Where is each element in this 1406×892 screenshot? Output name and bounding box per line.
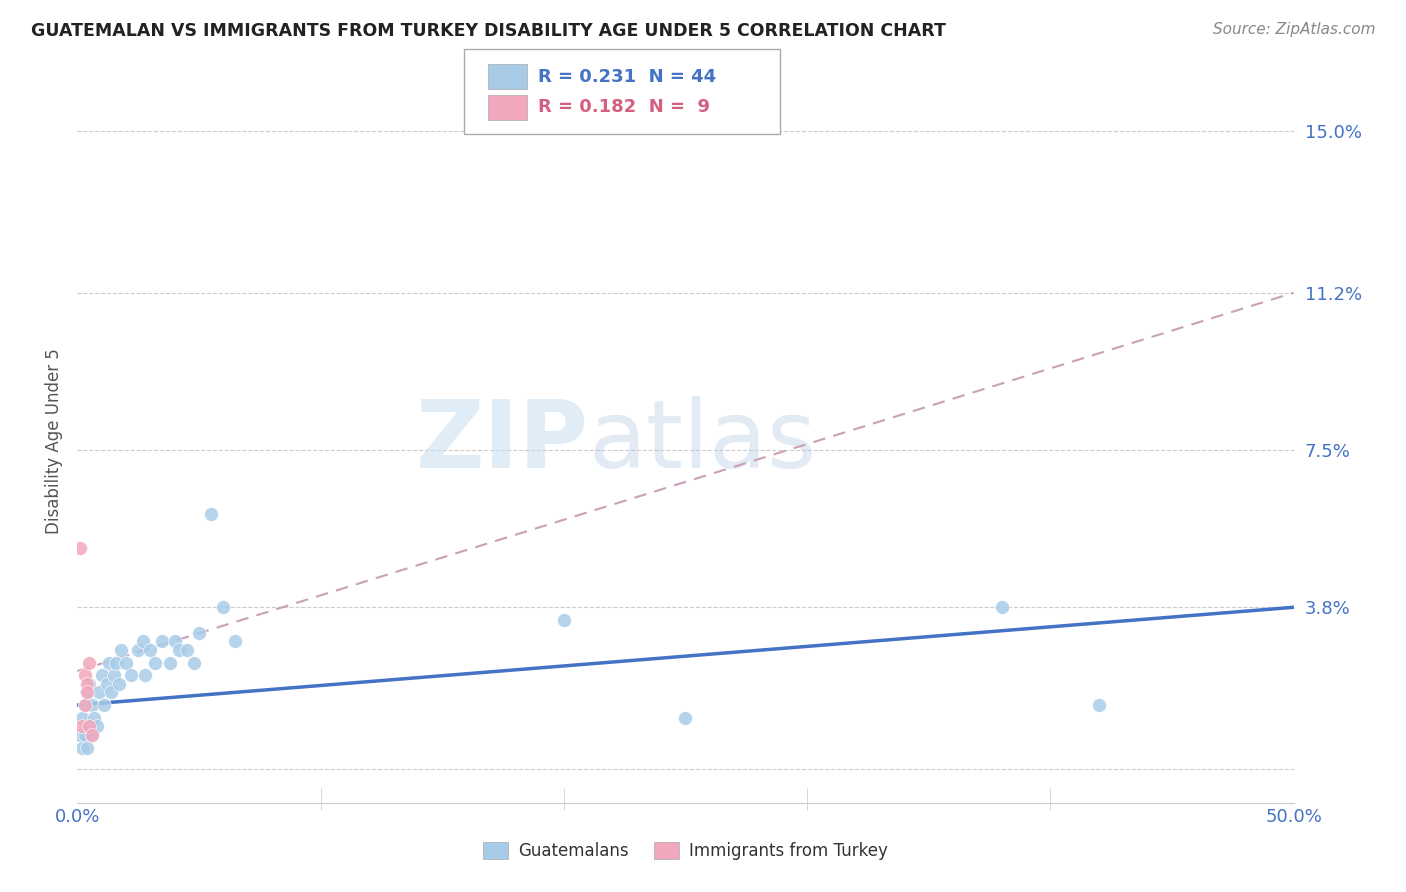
Point (79, 677, 101, 691)
Point (152, 634, 174, 648)
Text: atlas: atlas (588, 395, 817, 488)
Point (675, 711, 697, 725)
Text: R = 0.182  N =  9: R = 0.182 N = 9 (538, 98, 710, 116)
Point (70, 719, 93, 733)
Point (100, 685, 122, 699)
Point (79, 719, 101, 733)
Point (188, 625, 211, 640)
Point (115, 656, 138, 670)
Point (80, 698, 103, 712)
Point (73, 698, 96, 712)
Point (79, 656, 101, 670)
Point (143, 656, 166, 670)
Point (79, 719, 101, 733)
Point (80, 728, 103, 742)
Point (93, 698, 115, 712)
Point (70, 711, 93, 725)
Point (120, 668, 142, 682)
Legend: Guatemalans, Immigrants from Turkey: Guatemalans, Immigrants from Turkey (477, 835, 894, 867)
Point (69, 541, 91, 555)
Text: Source: ZipAtlas.com: Source: ZipAtlas.com (1212, 22, 1375, 37)
Point (134, 668, 156, 682)
Point (183, 656, 205, 670)
Point (76, 740, 98, 755)
Point (139, 642, 162, 657)
Point (107, 677, 129, 691)
Point (89, 685, 111, 699)
Point (159, 656, 181, 670)
Point (97, 656, 120, 670)
Point (103, 668, 125, 682)
Point (1088, 698, 1111, 712)
Point (132, 634, 155, 648)
Point (76, 685, 98, 699)
Point (73, 728, 96, 742)
Point (70, 740, 93, 755)
Point (163, 634, 186, 648)
Text: R = 0.231  N = 44: R = 0.231 N = 44 (538, 68, 717, 86)
Point (96, 677, 118, 691)
Point (73, 698, 96, 712)
Point (224, 634, 246, 648)
Point (176, 642, 198, 657)
Point (76, 685, 98, 699)
Point (86, 719, 108, 733)
Point (200, 507, 222, 521)
Text: ZIP: ZIP (415, 395, 588, 488)
Point (169, 642, 191, 657)
Point (69, 728, 91, 742)
Point (76, 677, 98, 691)
Point (80, 728, 103, 742)
Text: GUATEMALAN VS IMMIGRANTS FROM TURKEY DISABILITY AGE UNDER 5 CORRELATION CHART: GUATEMALAN VS IMMIGRANTS FROM TURKEY DIS… (31, 22, 946, 40)
Point (90, 668, 112, 682)
Point (110, 642, 132, 657)
Y-axis label: Disability Age Under 5: Disability Age Under 5 (45, 349, 63, 534)
Point (105, 656, 128, 670)
Point (990, 600, 1012, 615)
Point (127, 642, 149, 657)
Point (73, 668, 96, 682)
Point (83, 711, 105, 725)
Point (212, 600, 235, 615)
Point (553, 613, 575, 627)
